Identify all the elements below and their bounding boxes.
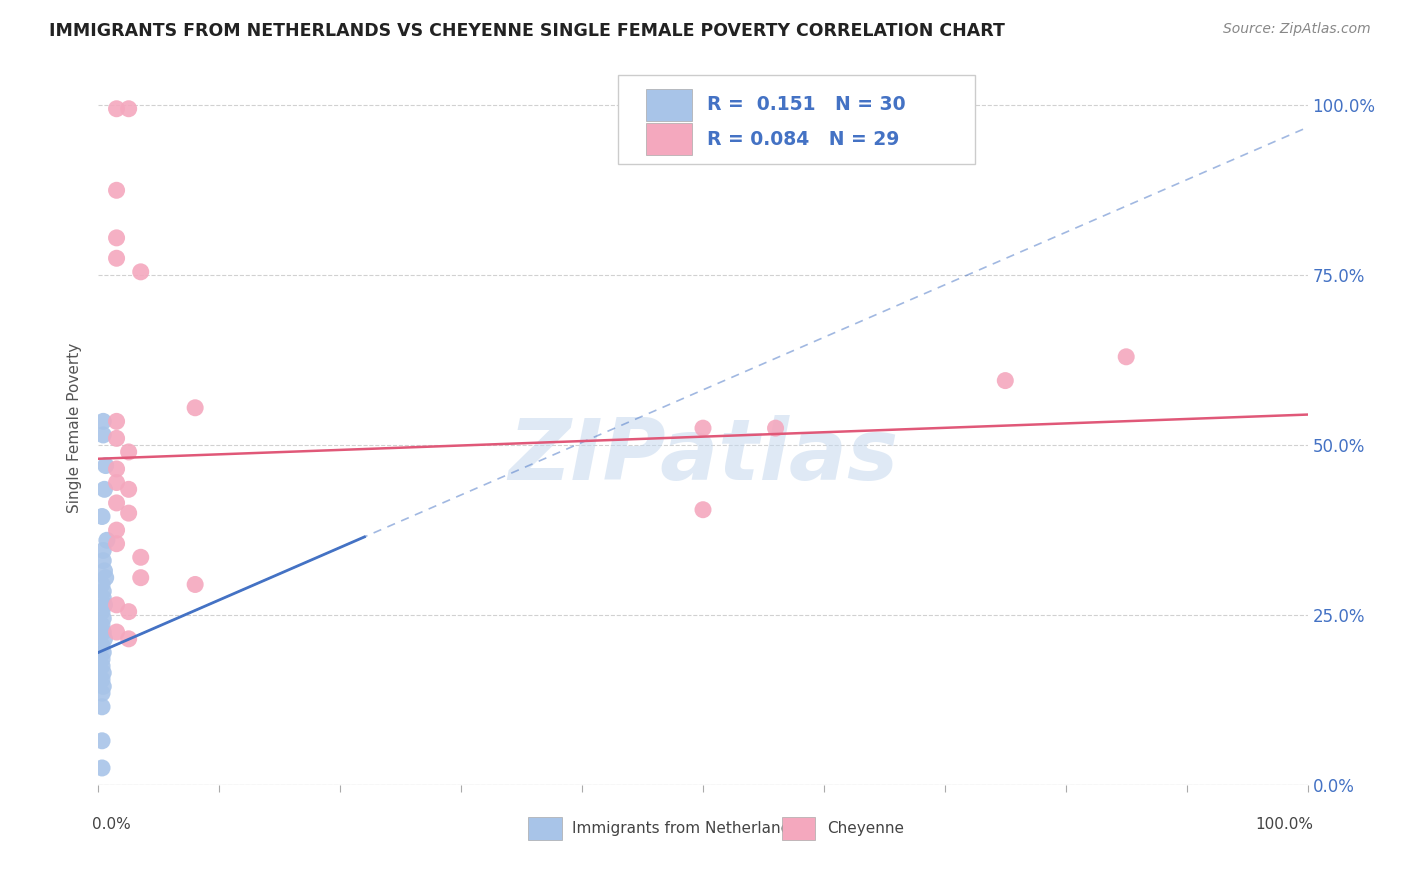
- Point: [692, 502, 714, 516]
- Point: [118, 605, 141, 619]
- Point: [105, 462, 128, 476]
- Point: [105, 475, 128, 490]
- Point: [94, 458, 117, 473]
- Point: [91, 618, 114, 632]
- Text: Source: ZipAtlas.com: Source: ZipAtlas.com: [1223, 22, 1371, 37]
- Point: [105, 496, 128, 510]
- Point: [91, 584, 114, 599]
- Point: [129, 571, 152, 585]
- Point: [91, 673, 114, 687]
- Text: Cheyenne: Cheyenne: [828, 821, 904, 836]
- Point: [91, 509, 114, 524]
- Point: [118, 632, 141, 646]
- FancyBboxPatch shape: [647, 123, 692, 155]
- Point: [105, 537, 128, 551]
- Point: [129, 550, 152, 565]
- Point: [105, 102, 128, 116]
- Point: [105, 231, 128, 245]
- Point: [91, 761, 114, 775]
- Point: [91, 686, 114, 700]
- Point: [184, 577, 207, 591]
- Point: [91, 591, 114, 605]
- Point: [105, 414, 128, 428]
- Text: Immigrants from Netherlands: Immigrants from Netherlands: [572, 821, 799, 836]
- Point: [91, 665, 114, 680]
- Point: [93, 632, 115, 646]
- Point: [91, 680, 114, 694]
- Point: [765, 421, 787, 435]
- Point: [105, 252, 128, 266]
- Point: [91, 428, 114, 442]
- Point: [105, 598, 128, 612]
- Point: [118, 506, 141, 520]
- Point: [91, 414, 114, 428]
- Point: [91, 625, 114, 640]
- Point: [91, 554, 114, 568]
- Text: 0.0%: 0.0%: [93, 817, 131, 832]
- Point: [91, 699, 114, 714]
- Point: [93, 598, 115, 612]
- Text: IMMIGRANTS FROM NETHERLANDS VS CHEYENNE SINGLE FEMALE POVERTY CORRELATION CHART: IMMIGRANTS FROM NETHERLANDS VS CHEYENNE …: [49, 22, 1005, 40]
- Text: R = 0.084   N = 29: R = 0.084 N = 29: [707, 129, 898, 149]
- Point: [105, 523, 128, 537]
- Point: [91, 543, 114, 558]
- Point: [105, 431, 128, 445]
- Point: [105, 183, 128, 197]
- Point: [129, 265, 152, 279]
- Point: [91, 577, 114, 591]
- FancyBboxPatch shape: [619, 75, 976, 164]
- Point: [994, 374, 1017, 388]
- Point: [91, 659, 114, 673]
- Point: [93, 483, 115, 497]
- Point: [692, 421, 714, 435]
- Point: [91, 611, 114, 625]
- FancyBboxPatch shape: [782, 817, 815, 840]
- Text: ZIPatlas: ZIPatlas: [508, 415, 898, 499]
- Point: [91, 652, 114, 666]
- Point: [118, 445, 141, 459]
- Point: [118, 102, 141, 116]
- Point: [105, 625, 128, 640]
- FancyBboxPatch shape: [647, 89, 692, 120]
- Y-axis label: Single Female Poverty: Single Female Poverty: [67, 343, 83, 513]
- Point: [94, 571, 117, 585]
- FancyBboxPatch shape: [527, 817, 561, 840]
- Point: [93, 564, 115, 578]
- Point: [91, 605, 114, 619]
- Point: [91, 639, 114, 653]
- Point: [184, 401, 207, 415]
- Point: [118, 483, 141, 497]
- Text: R =  0.151   N = 30: R = 0.151 N = 30: [707, 95, 905, 114]
- Point: [1115, 350, 1137, 364]
- Point: [96, 533, 118, 548]
- Point: [91, 645, 114, 659]
- Point: [91, 733, 114, 747]
- Text: 100.0%: 100.0%: [1256, 817, 1313, 832]
